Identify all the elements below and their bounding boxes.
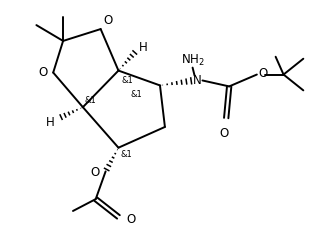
Text: O: O [259,67,268,80]
Text: O: O [104,14,113,27]
Text: O: O [220,127,229,140]
Text: NH$_2$: NH$_2$ [181,53,204,68]
Text: H: H [139,41,147,54]
Text: &1: &1 [130,90,142,99]
Text: &1: &1 [120,150,132,159]
Text: O: O [126,213,136,226]
Text: N: N [193,74,202,87]
Text: &1: &1 [121,76,133,85]
Text: &1: &1 [85,96,97,105]
Text: O: O [38,66,47,79]
Text: O: O [90,166,100,179]
Text: H: H [46,116,54,130]
